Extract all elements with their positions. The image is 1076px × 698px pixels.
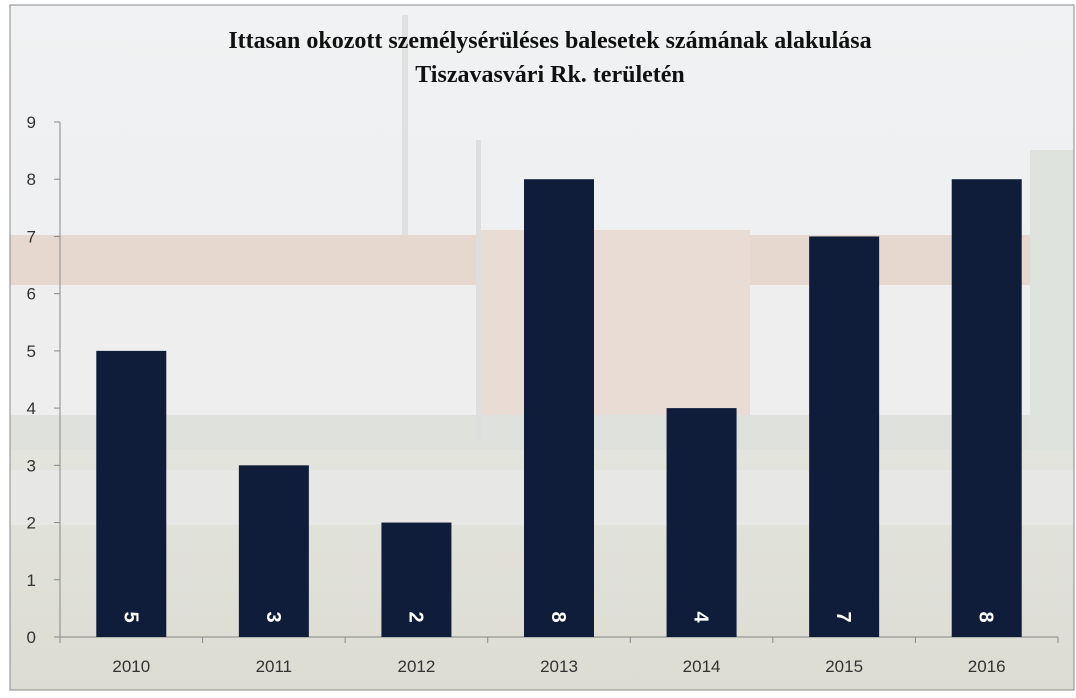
x-tick-label: 2013	[540, 657, 578, 676]
x-tick-label: 2015	[825, 657, 863, 676]
bar	[524, 179, 594, 637]
x-tick-label: 2011	[256, 657, 293, 676]
y-tick-label: 3	[27, 456, 36, 475]
data-label: 5	[119, 611, 141, 622]
data-label: 4	[690, 611, 712, 623]
y-tick-label: 2	[27, 514, 36, 533]
chart-border	[9, 4, 1075, 691]
y-tick-label: 9	[27, 113, 36, 132]
data-label: 7	[832, 611, 854, 622]
chart-title: Tiszavasvári Rk. területén	[415, 62, 685, 88]
x-tick-label: 2010	[112, 657, 150, 676]
bar	[809, 236, 880, 637]
data-label: 8	[975, 611, 997, 622]
bar	[238, 465, 309, 637]
bar	[951, 179, 1022, 637]
x-tick-label: 2014	[683, 657, 721, 676]
y-tick-label: 1	[27, 571, 36, 590]
data-label: 2	[404, 611, 426, 622]
bar	[381, 522, 452, 637]
chart-title: Ittasan okozott személysérüléses baleset…	[228, 28, 871, 54]
y-tick-label: 4	[27, 399, 36, 418]
y-tick-label: 0	[27, 628, 36, 647]
data-label: 8	[547, 611, 569, 622]
y-tick-label: 7	[27, 227, 36, 246]
y-tick-label: 8	[27, 170, 36, 189]
y-tick-label: 5	[27, 342, 36, 361]
bar	[96, 350, 167, 637]
bar	[666, 408, 737, 637]
x-tick-label: 2016	[968, 657, 1006, 676]
y-tick-label: 6	[27, 285, 36, 304]
data-label: 3	[262, 611, 284, 622]
x-tick-label: 2012	[398, 657, 436, 676]
